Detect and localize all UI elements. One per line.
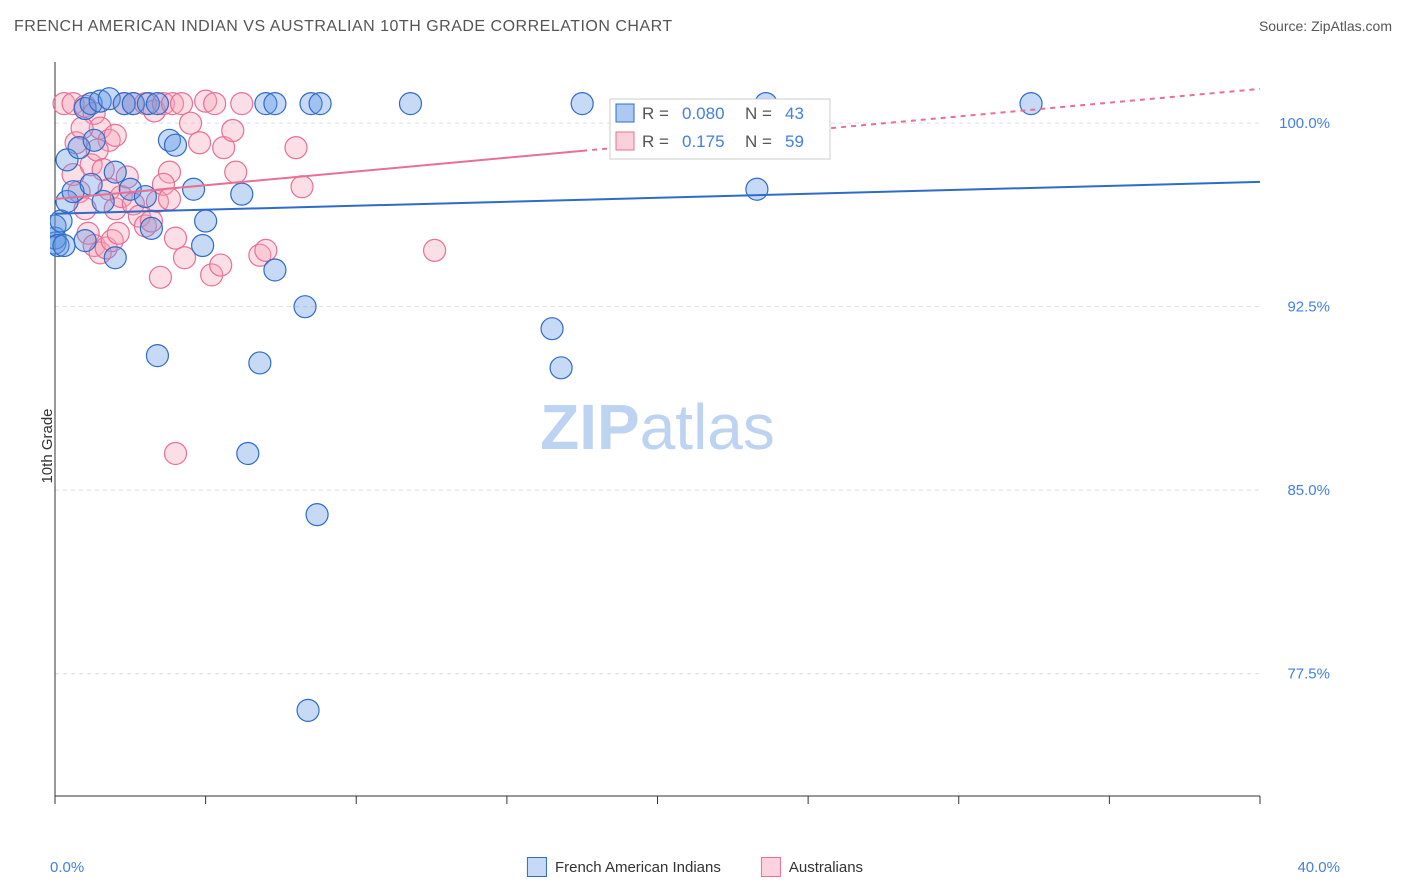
legend-swatch <box>761 857 781 877</box>
svg-text:43: 43 <box>785 104 804 123</box>
svg-text:85.0%: 85.0% <box>1287 482 1330 499</box>
chart-title: FRENCH AMERICAN INDIAN VS AUSTRALIAN 10T… <box>14 18 673 36</box>
x-axis-max-label: 40.0% <box>1297 859 1340 876</box>
scatter-plot-svg: 77.5% 85.0% 92.5% 100.0% ZIPatlas R = 0.080 N =… <box>50 56 1340 816</box>
legend-label: French American Indians <box>555 859 721 876</box>
svg-text:ZIPatlas: ZIPatlas <box>540 391 775 463</box>
svg-text:N =: N = <box>745 104 772 123</box>
chart-footer: 0.0% French American IndiansAustralians … <box>50 852 1340 882</box>
svg-text:92.5%: 92.5% <box>1287 299 1330 316</box>
svg-text:59: 59 <box>785 132 804 151</box>
svg-text:100.0%: 100.0% <box>1279 115 1330 132</box>
legend-label: Australians <box>789 859 863 876</box>
x-axis-min-label: 0.0% <box>50 859 84 876</box>
svg-text:77.5%: 77.5% <box>1287 666 1330 683</box>
legend-swatch <box>527 857 547 877</box>
source-label: Source: ZipAtlas.com <box>1259 18 1392 34</box>
svg-text:0.175: 0.175 <box>682 132 725 151</box>
svg-text:R =: R = <box>642 104 669 123</box>
svg-text:N =: N = <box>745 132 772 151</box>
chart-area: 77.5% 85.0% 92.5% 100.0% ZIPatlas R = 0.080 N =… <box>50 56 1340 816</box>
bottom-legend: French American Indians Australians <box>527 857 863 877</box>
legend-item: French American Indians <box>527 857 721 877</box>
legend-item: Australians <box>761 857 863 877</box>
svg-text:R =: R = <box>642 132 669 151</box>
svg-text:0.080: 0.080 <box>682 104 725 123</box>
